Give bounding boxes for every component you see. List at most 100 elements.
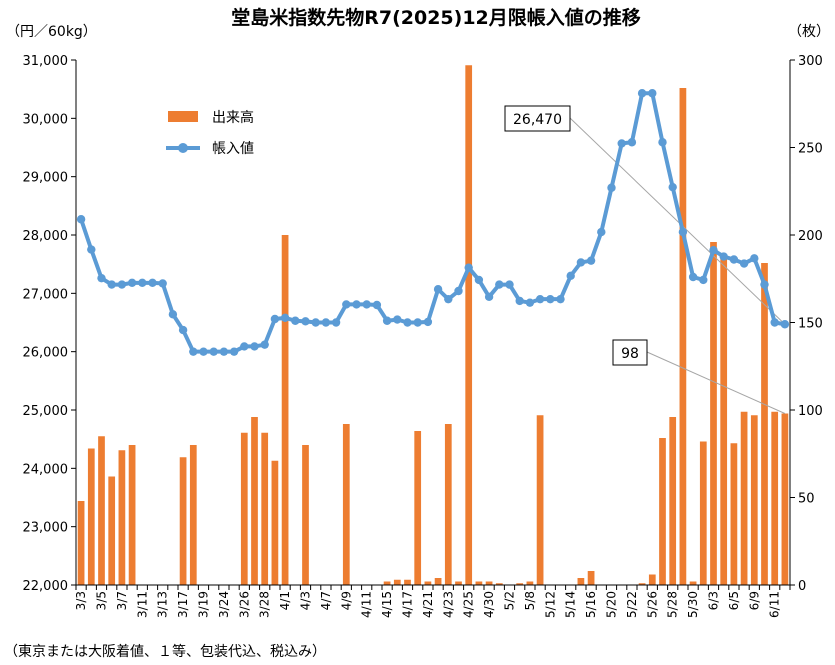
x-axis-tick-label: 5/22 — [625, 591, 639, 618]
x-axis-tick-label: 4/25 — [462, 591, 476, 618]
volume-bar — [414, 431, 422, 585]
settlement-price-point — [352, 300, 361, 309]
x-axis-tick-label: 3/7 — [115, 591, 129, 610]
x-axis-tick-label: 5/8 — [523, 591, 537, 610]
volume-bar — [98, 436, 105, 585]
volume-bar — [730, 443, 738, 585]
volume-bar — [271, 460, 279, 585]
volume-bar — [587, 571, 595, 585]
settlement-price-point — [342, 300, 351, 309]
legend-volume-label: 出来高 — [212, 109, 254, 126]
volume-bar — [526, 581, 534, 585]
settlement-price-point — [413, 318, 422, 327]
x-axis-tick-label: 4/3 — [299, 591, 313, 610]
right-axis-tick-label: 0 — [798, 579, 806, 594]
settlement-price-point — [617, 139, 626, 148]
volume-bars — [77, 65, 789, 585]
legend-price-label: 帳入値 — [212, 141, 254, 157]
volume-bar — [536, 415, 544, 585]
settlement-price-point — [270, 314, 280, 324]
settlement-price-point — [474, 275, 484, 285]
volume-bar — [455, 581, 462, 585]
x-axis-tick-label: 5/26 — [645, 591, 659, 618]
settlement-price-point — [668, 182, 677, 192]
settlement-price-point — [107, 280, 116, 289]
volume-bar — [577, 578, 585, 585]
settlement-price-point — [301, 317, 310, 326]
x-axis-tick-label: 5/16 — [584, 591, 598, 618]
settlement-price-point — [709, 245, 718, 255]
settlement-price-point — [97, 273, 106, 283]
settlement-price-line — [79, 91, 786, 354]
settlement-price-point — [515, 296, 524, 306]
right-axis-tick-label: 150 — [798, 317, 823, 332]
settlement-price-point — [566, 271, 575, 281]
settlement-price-point — [444, 294, 453, 304]
x-axis-tick-label: 4/30 — [482, 591, 496, 618]
settlement-price-point — [168, 310, 178, 319]
footnote: （東京または大阪着値、１等、包装代込、税込み） — [4, 643, 326, 660]
volume-bar — [781, 413, 789, 585]
settlement-price-point — [719, 252, 728, 261]
settlement-price-point — [586, 256, 596, 265]
settlement-price-point — [454, 286, 463, 296]
left-axis-tick-label: 25,000 — [23, 404, 69, 419]
volume-bar — [302, 445, 309, 585]
settlement-price-point — [76, 215, 86, 224]
x-axis-tick-label: 6/3 — [707, 591, 721, 610]
settlement-price-point — [627, 138, 637, 147]
settlement-price-point — [607, 183, 616, 192]
settlement-price-point — [729, 255, 739, 264]
x-axis-tick-label: 5/20 — [605, 591, 619, 618]
settlement-price-point — [199, 347, 208, 356]
x-axis-tick-label: 4/7 — [319, 591, 333, 610]
settlement-price-point — [331, 318, 341, 327]
x-axis-tick-label: 5/14 — [564, 591, 578, 618]
legend-box — [157, 98, 307, 166]
settlement-price-point — [362, 300, 371, 309]
settlement-price-point — [576, 258, 586, 267]
volume-bar — [240, 432, 248, 585]
settlement-price-point — [535, 294, 545, 304]
x-axis-tick-label: 4/1 — [278, 591, 292, 610]
right-axis-tick-label: 300 — [798, 54, 823, 69]
x-axis-tick-label: 6/11 — [768, 591, 782, 618]
volume-bar — [699, 441, 707, 585]
settlement-price-point — [393, 315, 402, 324]
settlement-price-point — [770, 318, 779, 327]
right-axis-tick-label: 100 — [798, 404, 823, 419]
volume-bar — [679, 88, 687, 585]
callout-volume-leader — [646, 351, 786, 414]
volume-bar — [720, 256, 728, 585]
settlement-price-point — [311, 318, 320, 327]
volume-bar — [495, 583, 503, 585]
x-axis-tick-label: 4/23 — [441, 591, 455, 618]
settlement-price-point — [433, 285, 443, 294]
settlement-price-point — [648, 89, 657, 98]
left-axis-tick-label: 22,000 — [23, 579, 69, 594]
legend-price-marker — [178, 143, 188, 153]
x-axis-tick-label: 4/11 — [360, 591, 374, 618]
callout-price: 26,470 — [504, 105, 571, 132]
volume-bar — [404, 579, 411, 585]
x-axis-tick-label: 5/2 — [503, 591, 517, 610]
right-axis-tick-label: 50 — [798, 492, 815, 507]
x-axis-tick-label: 4/9 — [339, 591, 353, 610]
legend-volume-swatch — [168, 111, 198, 122]
x-axis-tick-label: 3/5 — [95, 591, 109, 610]
callout-volume-box — [612, 339, 648, 366]
x-axis-tick-label: 3/28 — [258, 591, 272, 618]
settlement-price-point — [148, 278, 157, 288]
settlement-price-point — [505, 280, 514, 289]
settlement-price-point — [117, 280, 127, 289]
callout-price-leader — [569, 117, 786, 325]
left-axis-tick-label: 30,000 — [23, 112, 69, 127]
settlement-price-point — [637, 89, 647, 98]
x-axis-tick-label: 3/17 — [176, 591, 190, 618]
settlement-price-point — [209, 347, 218, 356]
x-axis-tick-label: 3/11 — [135, 591, 149, 618]
x-axis-tick-label: 4/15 — [380, 591, 394, 618]
volume-bar — [750, 415, 758, 585]
settlement-price-point — [597, 227, 606, 237]
right-axis-unit: （枚） — [788, 24, 830, 40]
